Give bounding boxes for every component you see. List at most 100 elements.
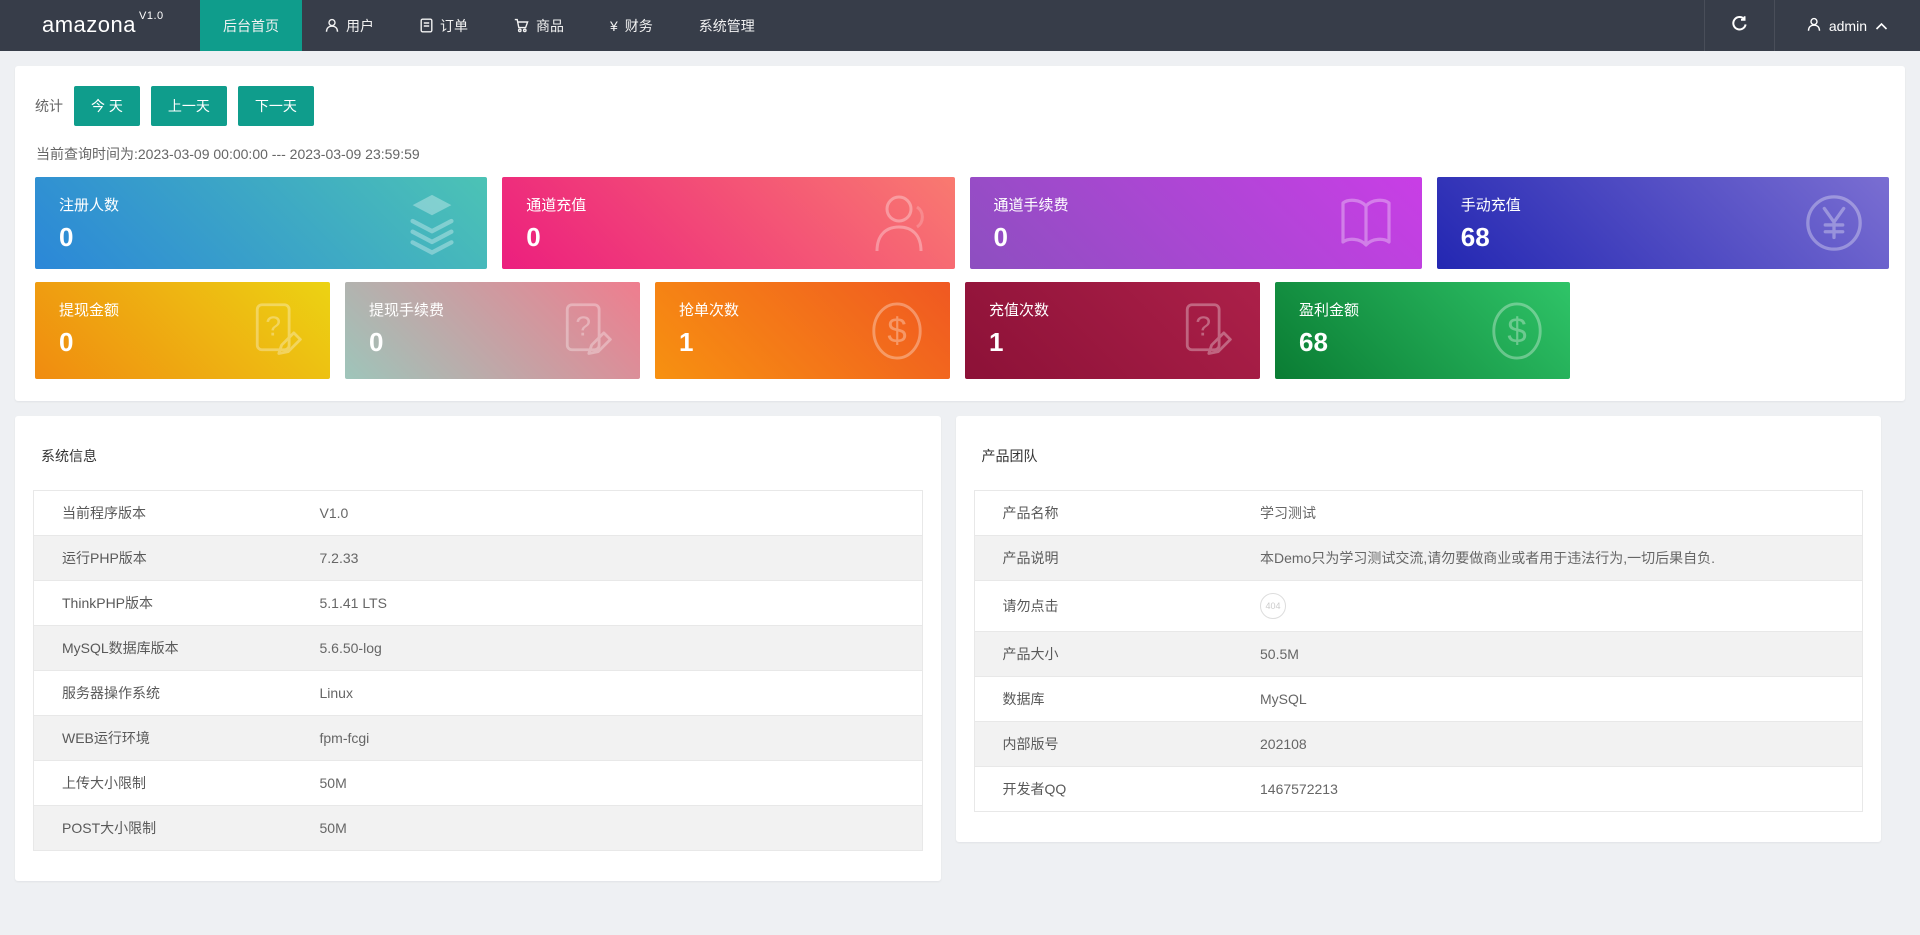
query-time-text: 当前查询时间为:2023-03-09 00:00:00 --- 2023-03-… [36,146,420,162]
nav-item-goods-label: 商品 [536,17,564,34]
svg-text:?: ? [575,310,591,341]
svg-text:$: $ [887,311,906,350]
table-row: 产品大小 50.5M [974,631,1863,677]
order-document-icon [420,18,433,33]
stat-card-label: 注册人数 [59,197,120,214]
row-value: Linux [291,670,922,716]
cart-icon [514,18,529,33]
stat-card-value: 0 [526,222,541,252]
user-menu[interactable]: admin [1773,0,1920,51]
row-label: 内部版号 [974,721,1232,767]
row-label: 当前程序版本 [62,505,146,521]
navbar: amazona V1.0 后台首页 用户 订单 [0,0,1920,51]
today-button[interactable]: 今 天 [74,86,140,126]
stat-card-value: 68 [1460,222,1490,252]
table-row: 当前程序版本 V1.0 [34,491,923,536]
dollar-circle-icon: $ [868,300,926,362]
row-value: 5.1.41 LTS [291,580,922,626]
dollar-circle-icon: $ [1488,300,1546,362]
row-value: 1467572213 [1232,766,1863,812]
nav-item-home[interactable]: 后台首页 [200,0,302,51]
table-row: ThinkPHP版本 5.1.41 LTS [33,580,922,626]
row-value: 5.6.50-log [291,625,922,671]
do-not-click-badge[interactable]: 404 [1260,593,1286,619]
row-label: 服务器操作系统 [33,670,292,716]
yen-icon: ¥ [610,17,618,34]
row-value: fpm-fcgi [291,715,922,761]
doc-question-icon: ? [246,300,306,362]
stats-panel: 统计 今 天 上一天 下一天 当前查询时间为:2023-03-09 00:00:… [15,66,1905,401]
row-label: MySQL数据库版本 [33,625,292,671]
nav-item-goods[interactable]: 商品 [491,0,587,51]
row-label: 开发者QQ [974,766,1232,812]
admin-user-icon [1807,17,1821,35]
stat-card-grab-orders: 抢单次数 1 $ [655,282,950,379]
stat-card-profit-amount: 盈利金额 68 $ [1275,282,1570,379]
refresh-icon [1731,15,1748,37]
stat-card-label: 通道手续费 [993,197,1069,214]
stat-card-value: 0 [59,327,74,357]
nav-item-users-label: 用户 [346,17,374,34]
product-team-panel: 产品团队 产品名称 学习测试 产品说明 本Demo只为学习测试交流,请勿要做商业或者… [955,416,1881,842]
table-row: 服务器操作系统 Linux [33,670,922,716]
row-value: V1.0 [319,505,349,521]
doc-question-icon: ? [556,300,616,362]
row-label: 产品大小 [974,631,1232,677]
system-info-table: 当前程序版本 V1.0 运行PHP版本 7.2.33 ThinkPHP版本 5.1.4… [33,490,923,851]
stat-card-label: 提现金额 [59,302,120,319]
table-row: 内部版号 202108 [974,721,1863,767]
row-value: 202108 [1232,721,1863,767]
nav-item-orders-label: 订单 [440,17,468,34]
system-info-title: 系统信息 [41,448,97,464]
row-value: 本Demo只为学习测试交流,请勿要做商业或者用于违法行为,一切后果自负. [1232,535,1863,581]
row-label: 数据库 [974,676,1232,722]
table-row: 产品名称 学习测试 [974,491,1863,536]
svg-text:?: ? [1195,310,1211,341]
yen-circle-icon [1803,192,1865,254]
layers-icon [401,191,463,255]
row-label: WEB运行环境 [33,715,292,761]
nav-item-system[interactable]: 系统管理 [676,0,778,51]
stat-card-label: 通道充值 [526,197,587,214]
nav-item-finance[interactable]: ¥ 财务 [587,0,676,51]
row-label: 上传大小限制 [33,760,292,806]
stat-cards-row-1: 注册人数 0 通道充值 0 通 [35,177,1889,269]
stat-card-withdraw-amount: 提现金额 0 ? [35,282,330,379]
prev-day-button[interactable]: 上一天 [150,86,227,126]
person-icon [871,191,931,255]
next-day-button[interactable]: 下一天 [237,86,314,126]
nav-item-finance-label: 财务 [624,17,653,34]
row-label: 产品名称 [1002,505,1059,521]
info-panels-row: 系统信息 当前程序版本 V1.0 运行PHP版本 7.2.33 ThinkPHP版本… [15,416,1905,881]
svg-text:$: $ [1507,311,1526,350]
table-row: 请勿点击 404 [974,580,1863,632]
row-value: 50.5M [1232,631,1863,677]
product-team-table: 产品名称 学习测试 产品说明 本Demo只为学习测试交流,请勿要做商业或者用于违法行… [973,490,1863,812]
doc-question-icon: ? [1176,300,1236,362]
chevron-up-icon [1875,18,1888,34]
stat-card-value: 68 [1299,327,1328,357]
user-icon [325,18,339,33]
book-icon [1334,194,1398,252]
stat-card-withdraw-fee: 提现手续费 0 ? [345,282,640,379]
stat-card-value: 1 [989,327,1004,357]
nav-item-orders[interactable]: 订单 [397,0,491,51]
table-row: 运行PHP版本 7.2.33 [33,535,922,581]
nav-item-users[interactable]: 用户 [302,0,397,51]
username-label: admin [1828,17,1867,34]
main-menu: 后台首页 用户 订单 商 [200,0,778,51]
table-row: POST大小限制 50M [33,805,922,851]
row-value: 7.2.33 [291,535,922,581]
refresh-button[interactable] [1703,0,1774,51]
product-team-title: 产品团队 [981,448,1038,464]
stat-card-channel-fee: 通道手续费 0 [969,177,1422,269]
stat-card-value: 0 [993,222,1008,252]
stat-card-value: 0 [59,222,74,252]
brand-name: amazona [42,12,137,37]
system-info-panel: 系统信息 当前程序版本 V1.0 运行PHP版本 7.2.33 ThinkPHP版本… [15,416,941,881]
stat-card-label: 手动充值 [1460,197,1521,214]
nav-item-system-label: 系统管理 [698,17,755,34]
row-label: 运行PHP版本 [33,535,292,581]
stat-card-value: 1 [679,327,694,357]
stat-card-label: 抢单次数 [679,302,740,319]
